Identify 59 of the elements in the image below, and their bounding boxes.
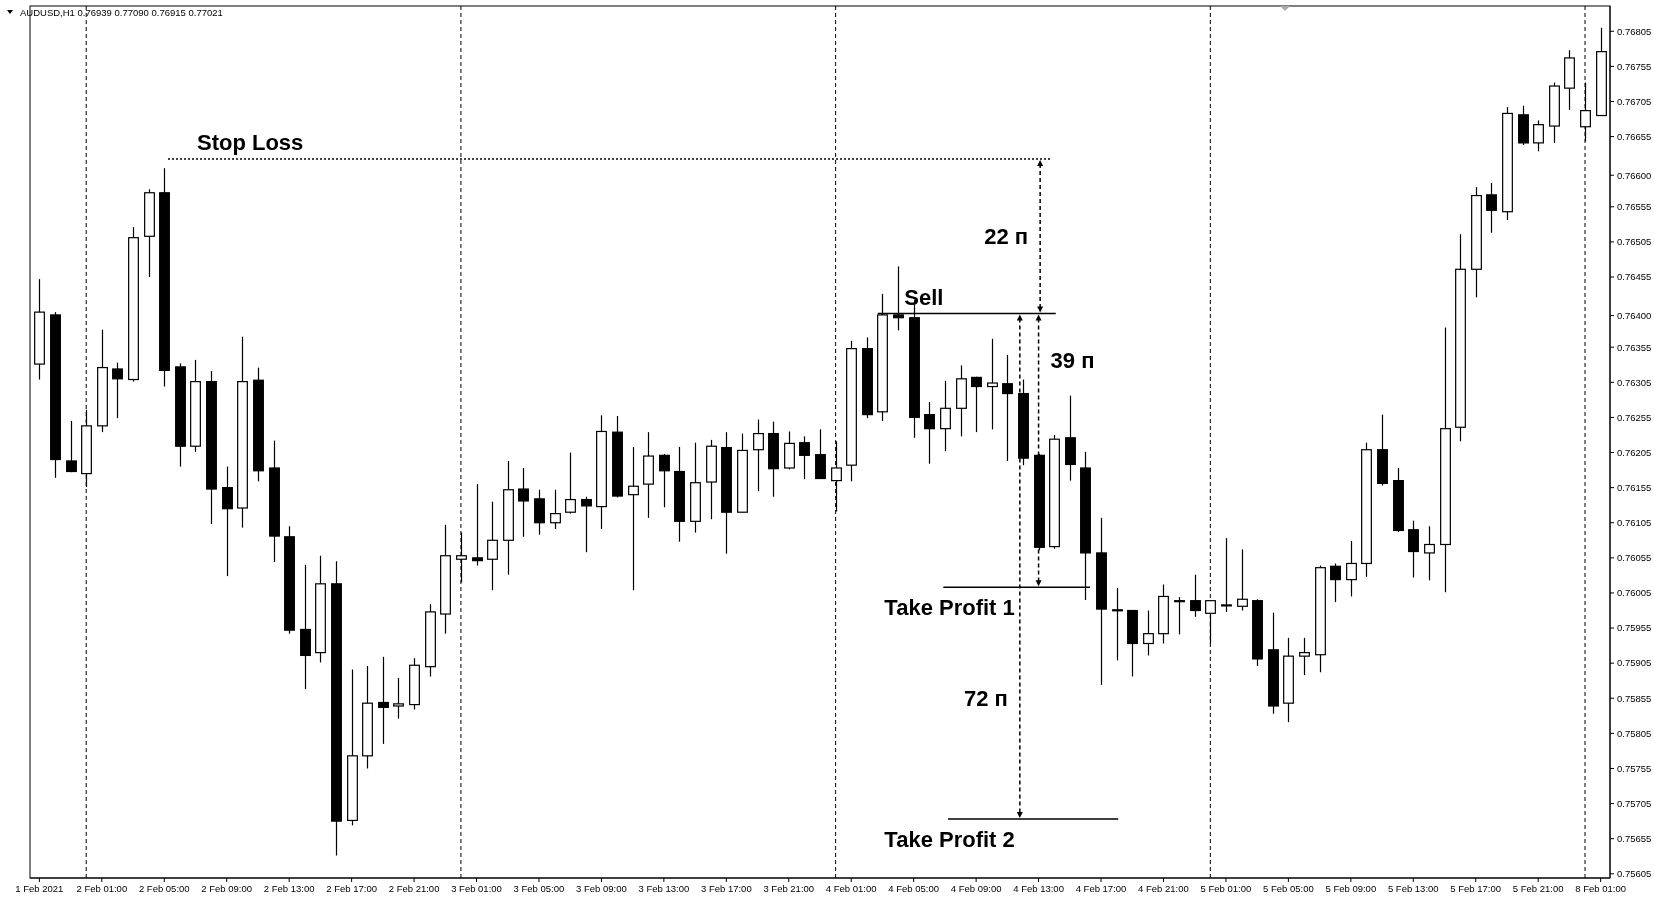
x-tick-label: 5 Feb 01:00 (1200, 883, 1252, 894)
y-tick-label: 0.75755 (1617, 762, 1652, 774)
annotation: 22 п (984, 224, 1029, 250)
x-tick-label: 4 Feb 05:00 (888, 883, 940, 894)
y-tick-label: 0.76305 (1617, 376, 1652, 388)
x-tick-label: 4 Feb 09:00 (950, 883, 1002, 894)
x-tick-label: 3 Feb 13:00 (638, 883, 690, 894)
annotation: 72 п (963, 685, 1008, 711)
y-tick-label: 0.76555 (1617, 201, 1652, 213)
x-tick-label: 5 Feb 13:00 (1387, 883, 1439, 894)
x-tick-label: 2 Feb 09:00 (201, 883, 253, 894)
y-tick-label: 0.75605 (1617, 868, 1652, 880)
y-tick-label: 0.76505 (1617, 236, 1652, 248)
y-tick-label: 0.75805 (1617, 727, 1652, 739)
x-tick-label: 2 Feb 21:00 (388, 883, 440, 894)
y-tick-label: 0.76805 (1617, 25, 1652, 37)
y-tick-label: 0.75655 (1617, 833, 1652, 845)
x-tick-label: 5 Feb 05:00 (1263, 883, 1314, 894)
ref-line-label: Take Profit 1 (884, 595, 1015, 621)
y-tick-label: 0.76205 (1617, 446, 1652, 458)
x-tick-label: 4 Feb 21:00 (1138, 883, 1189, 894)
x-tick-label: 3 Feb 01:00 (451, 883, 502, 894)
y-tick-label: 0.76055 (1617, 552, 1652, 564)
x-tick-label: 4 Feb 13:00 (1013, 883, 1064, 894)
y-tick-label: 0.76705 (1617, 95, 1652, 107)
x-tick-label: 3 Feb 09:00 (576, 883, 627, 894)
x-tick-label: 3 Feb 21:00 (763, 883, 815, 894)
y-tick-label: 0.76655 (1617, 130, 1652, 142)
y-tick-label: 0.76255 (1617, 411, 1652, 423)
x-tick-label: 8 Feb 01:00 (1575, 883, 1626, 894)
y-tick-label: 0.76155 (1617, 481, 1652, 493)
x-tick-label: 5 Feb 21:00 (1512, 883, 1564, 894)
legend-label: Take Profit 2 (884, 827, 1015, 853)
y-tick-label: 0.75705 (1617, 797, 1652, 809)
x-tick-label: 4 Feb 17:00 (1075, 883, 1127, 894)
y-tick-label: 0.75905 (1617, 657, 1652, 669)
y-tick-label: 0.76355 (1617, 341, 1652, 353)
x-tick-label: 4 Feb 01:00 (825, 883, 877, 894)
y-tick-label: 0.76005 (1617, 587, 1652, 599)
x-tick-label: 5 Feb 09:00 (1325, 883, 1377, 894)
ref-line-label: Sell (904, 284, 944, 310)
x-tick-label: 1 Feb 2021 (15, 883, 64, 894)
x-tick-label: 2 Feb 05:00 (138, 883, 190, 894)
y-tick-label: 0.76400 (1617, 309, 1652, 321)
x-tick-label: 2 Feb 13:00 (263, 883, 315, 894)
y-tick-label: 0.76105 (1617, 517, 1652, 529)
annotation: 39 п (1050, 348, 1095, 374)
y-tick-label: 0.76755 (1617, 60, 1652, 72)
x-tick-label: 3 Feb 17:00 (700, 883, 752, 894)
x-tick-label: 3 Feb 05:00 (513, 883, 565, 894)
x-tick-label: 5 Feb 17:00 (1450, 883, 1502, 894)
y-tick-label: 0.76600 (1617, 169, 1652, 181)
ref-line-label: Stop Loss (196, 130, 304, 156)
chart-title: AUDUSD,H1 0.76939 0.77090 0.76915 0.77021 (20, 7, 223, 18)
x-tick-label: 2 Feb 17:00 (326, 883, 377, 894)
y-tick-label: 0.76455 (1617, 271, 1652, 283)
x-tick-label: 2 Feb 01:00 (76, 883, 128, 894)
y-tick-label: 0.75855 (1617, 692, 1652, 704)
y-tick-label: 0.75955 (1617, 622, 1652, 634)
